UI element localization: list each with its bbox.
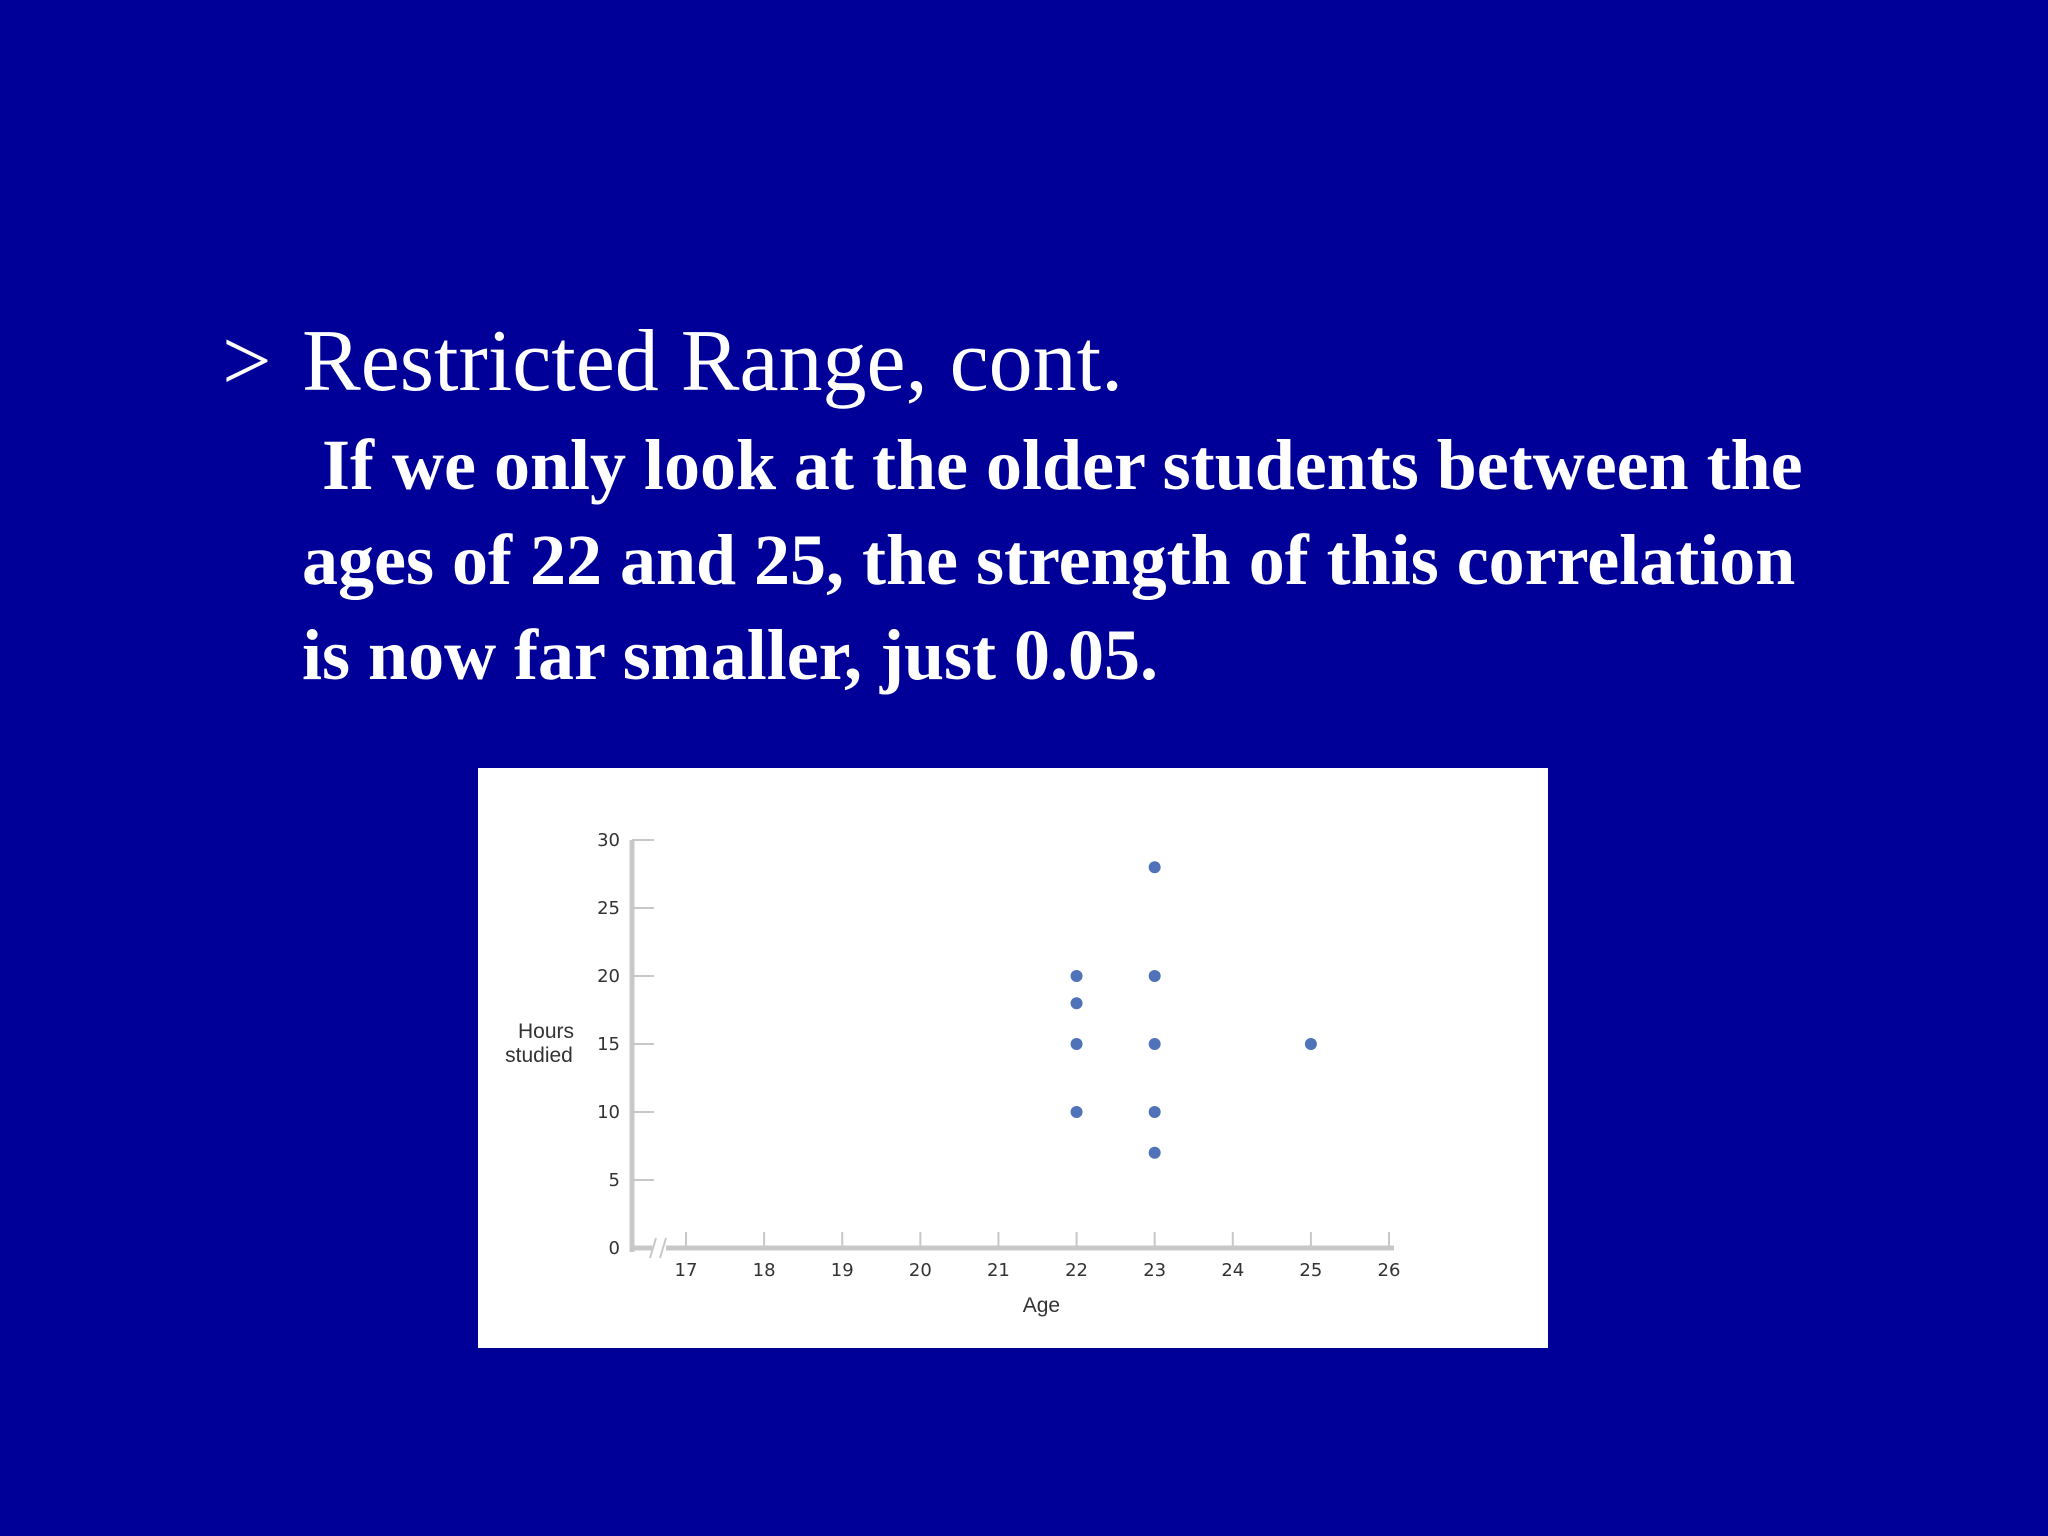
y-tick-label: 15	[597, 1034, 620, 1055]
scatter-point	[1070, 970, 1083, 982]
y-axis-title-line: studied	[505, 1044, 573, 1067]
x-axis-break	[649, 1237, 667, 1259]
y-tick-label: 30	[597, 830, 620, 851]
x-tick-label: 17	[675, 1260, 698, 1281]
x-tick-label: 21	[987, 1260, 1010, 1281]
y-axis-title-line: Hours	[518, 1020, 574, 1043]
x-tick-label: 24	[1221, 1260, 1244, 1281]
y-tick-label: 5	[609, 1170, 620, 1191]
scatter-point	[1304, 1038, 1317, 1050]
scatter-point	[1070, 1106, 1083, 1118]
data-points	[1070, 861, 1317, 1159]
x-tick-label: 18	[753, 1260, 776, 1281]
body-line: is now far smaller, just 0.05.	[302, 615, 1159, 695]
scatter-point	[1148, 1146, 1161, 1159]
x-tick-label: 26	[1378, 1260, 1401, 1281]
y-tick-label: 20	[597, 966, 620, 987]
scatter-point	[1148, 970, 1161, 982]
slide-body: If we only look at the older students be…	[302, 418, 2002, 703]
slide-heading: Restricted Range, cont.	[302, 313, 1124, 410]
body-line: If we only look at the older students be…	[322, 425, 1803, 505]
x-tick-label: 22	[1065, 1260, 1088, 1281]
x-tick-label: 20	[909, 1260, 932, 1281]
bullet-marker: >	[222, 313, 272, 410]
scatter-point	[1148, 1038, 1161, 1050]
scatter-point	[1148, 861, 1161, 874]
axis-break-slash	[649, 1237, 657, 1259]
ticks: 0 5 10 15 20 25 30 17 18 19 20 21 22 23 24 25 26	[597, 830, 1400, 1281]
y-tick-label: 10	[597, 1102, 620, 1123]
scatter-chart: 0 5 10 15 20 25 30 17 18 19 20 21 22 23 24 25 26 Hours s…	[505, 830, 1400, 1317]
scatter-point	[1070, 1038, 1083, 1050]
axis-break-slash	[659, 1237, 667, 1259]
axes	[629, 840, 1394, 1259]
x-tick-label: 25	[1299, 1260, 1322, 1281]
scatter-chart-card: 0 5 10 15 20 25 30 17 18 19 20 21 22 23 24 25 26 Hours s…	[478, 768, 1548, 1348]
bullet-heading: > Restricted Range, cont.	[222, 312, 1123, 412]
scatter-point	[1070, 997, 1083, 1010]
x-tick-label: 19	[831, 1260, 854, 1281]
x-tick-label: 23	[1143, 1260, 1166, 1281]
scatter-point	[1148, 1106, 1161, 1118]
y-tick-label: 25	[597, 898, 620, 919]
y-tick-label: 0	[609, 1238, 620, 1259]
body-line: ages of 22 and 25, the strength of this …	[302, 520, 1796, 600]
x-axis-title: Age	[1023, 1294, 1060, 1317]
